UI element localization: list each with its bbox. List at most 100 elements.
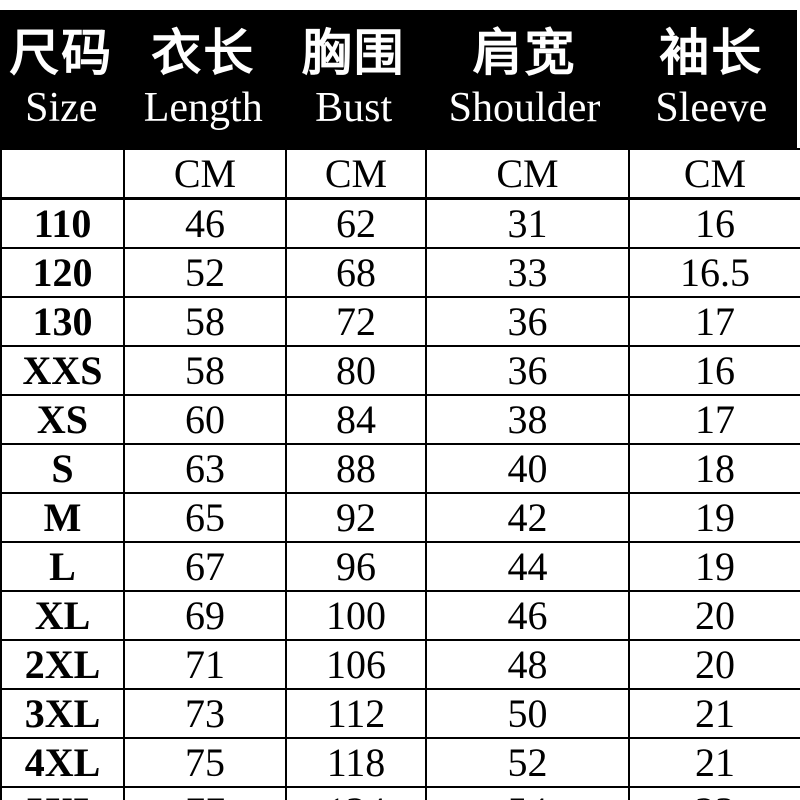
header-label-en-bust: Bust	[315, 85, 393, 132]
table-row-S: S 63 88 40 18	[0, 443, 800, 494]
size-cell: 120	[0, 247, 125, 298]
header-label-en-size: Size	[25, 85, 98, 132]
shoulder-cell: 46	[425, 590, 630, 641]
bust-cell: 62	[285, 197, 427, 249]
shoulder-cell: 52	[425, 737, 630, 788]
unit-cell-length: CM	[123, 148, 287, 200]
bust-cell: 112	[285, 688, 427, 739]
size-cell: XXS	[0, 345, 125, 396]
sleeve-cell: 19	[628, 492, 800, 543]
length-cell: 46	[123, 197, 287, 249]
bust-cell: 68	[285, 247, 427, 298]
length-cell: 58	[123, 345, 287, 396]
unit-cell-sleeve: CM	[628, 148, 800, 200]
table-row-4XL: 4XL 75 118 52 21	[0, 737, 800, 788]
shoulder-cell: 31	[425, 197, 630, 249]
size-table: CM CM CM CM 110 46 62 31 16 120 52 68 33 16.5 130 58 72 3…	[0, 148, 800, 800]
table-row-L: L 67 96 44 19	[0, 541, 800, 592]
shoulder-cell: 33	[425, 247, 630, 298]
size-cell: 130	[0, 296, 125, 347]
length-cell: 75	[123, 737, 287, 788]
sleeve-cell: 18	[628, 443, 800, 494]
sleeve-cell: 19	[628, 541, 800, 592]
unit-cell-size	[0, 148, 125, 200]
length-cell: 63	[123, 443, 287, 494]
length-cell: 52	[123, 247, 287, 298]
sleeve-cell: 17	[628, 296, 800, 347]
table-row-2XL: 2XL 71 106 48 20	[0, 639, 800, 690]
header-label-en-length: Length	[143, 85, 263, 132]
header-label-zh-length: 衣长	[151, 25, 256, 82]
unit-cell-shoulder: CM	[425, 148, 630, 200]
header-col-shoulder: 肩宽 Shoulder	[423, 10, 625, 148]
size-cell: XL	[0, 590, 125, 641]
table-row-XXS: XXS 58 80 36 16	[0, 345, 800, 396]
length-cell: 60	[123, 394, 287, 445]
table-row-XL: XL 69 100 46 20	[0, 590, 800, 641]
table-row-XS: XS 60 84 38 17	[0, 394, 800, 445]
header-label-zh-bust: 胸围	[301, 25, 406, 82]
size-cell: L	[0, 541, 125, 592]
header-col-sleeve: 袖长 Sleeve	[626, 10, 797, 148]
table-row-110: 110 46 62 31 16	[0, 197, 800, 249]
table-row-120: 120 52 68 33 16.5	[0, 247, 800, 298]
bust-cell: 80	[285, 345, 427, 396]
header-col-length: 衣长 Length	[123, 10, 284, 148]
length-cell: 65	[123, 492, 287, 543]
header-col-size: 尺码 Size	[0, 10, 123, 148]
size-cell: 2XL	[0, 639, 125, 690]
size-cell: M	[0, 492, 125, 543]
sleeve-cell: 23	[628, 786, 800, 800]
bust-cell: 124	[285, 786, 427, 800]
sleeve-cell: 16	[628, 345, 800, 396]
unit-cell-bust: CM	[285, 148, 427, 200]
size-cell: 110	[0, 197, 125, 249]
sleeve-cell: 21	[628, 688, 800, 739]
size-cell: 3XL	[0, 688, 125, 739]
header-label-zh-sleeve: 袖长	[659, 25, 764, 82]
size-cell: S	[0, 443, 125, 494]
length-cell: 71	[123, 639, 287, 690]
size-cell: 4XL	[0, 737, 125, 788]
shoulder-cell: 50	[425, 688, 630, 739]
sleeve-cell: 16.5	[628, 247, 800, 298]
bust-cell: 72	[285, 296, 427, 347]
length-cell: 77	[123, 786, 287, 800]
shoulder-cell: 54	[425, 786, 630, 800]
header-label-en-sleeve: Sleeve	[655, 85, 768, 132]
sleeve-cell: 16	[628, 197, 800, 249]
size-cell: 5XL	[0, 786, 125, 800]
bust-cell: 84	[285, 394, 427, 445]
table-header: 尺码 Size 衣长 Length 胸围 Bust 肩宽 Shoulder 袖长 Sleeve	[0, 10, 797, 148]
table-row-M: M 65 92 42 19	[0, 492, 800, 543]
shoulder-cell: 38	[425, 394, 630, 445]
shoulder-cell: 44	[425, 541, 630, 592]
header-label-zh-size: 尺码	[9, 25, 114, 82]
sleeve-cell: 20	[628, 639, 800, 690]
table-row-5XL: 5XL771245423	[0, 786, 800, 800]
sleeve-cell: 20	[628, 590, 800, 641]
length-cell: 73	[123, 688, 287, 739]
size-cell: XS	[0, 394, 125, 445]
shoulder-cell: 48	[425, 639, 630, 690]
length-cell: 67	[123, 541, 287, 592]
header-label-zh-shoulder: 肩宽	[472, 25, 577, 82]
shoulder-cell: 42	[425, 492, 630, 543]
bust-cell: 96	[285, 541, 427, 592]
sleeve-cell: 17	[628, 394, 800, 445]
header-label-en-shoulder: Shoulder	[448, 85, 601, 132]
table-row-3XL: 3XL 73 112 50 21	[0, 688, 800, 739]
length-cell: 58	[123, 296, 287, 347]
bust-cell: 118	[285, 737, 427, 788]
bust-cell: 100	[285, 590, 427, 641]
sleeve-cell: 21	[628, 737, 800, 788]
shoulder-cell: 40	[425, 443, 630, 494]
table-row-130: 130 58 72 36 17	[0, 296, 800, 347]
bust-cell: 92	[285, 492, 427, 543]
shoulder-cell: 36	[425, 345, 630, 396]
unit-row: CM CM CM CM	[0, 148, 800, 200]
shoulder-cell: 36	[425, 296, 630, 347]
bust-cell: 106	[285, 639, 427, 690]
bust-cell: 88	[285, 443, 427, 494]
